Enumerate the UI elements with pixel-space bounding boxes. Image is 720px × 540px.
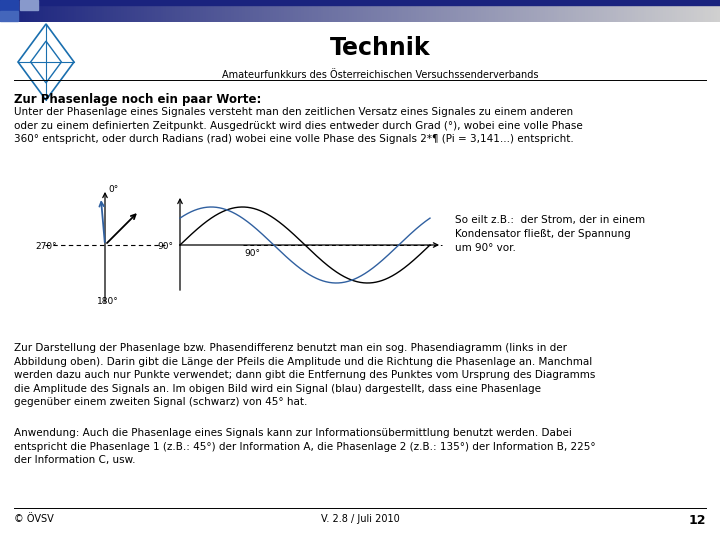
Text: Unter der Phasenlage eines Signales versteht man den zeitlichen Versatz eines Si: Unter der Phasenlage eines Signales vers… <box>14 107 582 144</box>
Text: Technik: Technik <box>330 36 431 60</box>
Text: 0°: 0° <box>108 185 118 194</box>
Bar <box>20 0 38 10</box>
Text: 180°: 180° <box>97 297 119 306</box>
Text: 90°: 90° <box>245 249 261 258</box>
Text: 90°: 90° <box>157 242 173 251</box>
Text: So eilt z.B.:  der Strom, der in einem
Kondensator fließt, der Spannung
um 90° v: So eilt z.B.: der Strom, der in einem Ko… <box>455 215 645 253</box>
Text: Amateurfunkkurs des Österreichischen Versuchssenderverbands: Amateurfunkkurs des Österreichischen Ver… <box>222 70 539 80</box>
Text: Zur Darstellung der Phasenlage bzw. Phasendifferenz benutzt man ein sog. Phasend: Zur Darstellung der Phasenlage bzw. Phas… <box>14 343 595 407</box>
Bar <box>0 0 720 5</box>
Bar <box>0 11 18 21</box>
Text: © ÖVSV: © ÖVSV <box>14 514 54 524</box>
Bar <box>0 0 18 10</box>
Text: V. 2.8 / Juli 2010: V. 2.8 / Juli 2010 <box>320 514 400 524</box>
Text: Zur Phasenlage noch ein paar Worte:: Zur Phasenlage noch ein paar Worte: <box>14 93 261 106</box>
Text: 270°: 270° <box>35 242 57 251</box>
Text: 12: 12 <box>688 514 706 527</box>
Text: Anwendung: Auch die Phasenlage eines Signals kann zur Informationsübermittlung b: Anwendung: Auch die Phasenlage eines Sig… <box>14 428 595 465</box>
